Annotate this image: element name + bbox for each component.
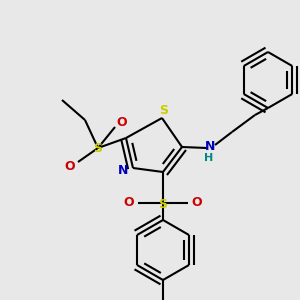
Text: O: O <box>117 116 127 128</box>
Text: S: S <box>158 197 167 211</box>
Text: S: S <box>94 142 103 155</box>
Text: O: O <box>65 160 75 173</box>
Text: N: N <box>118 164 128 176</box>
Text: H: H <box>204 153 214 163</box>
Text: S: S <box>160 103 169 116</box>
Text: O: O <box>192 196 202 209</box>
Text: O: O <box>124 196 134 209</box>
Text: N: N <box>205 140 215 154</box>
